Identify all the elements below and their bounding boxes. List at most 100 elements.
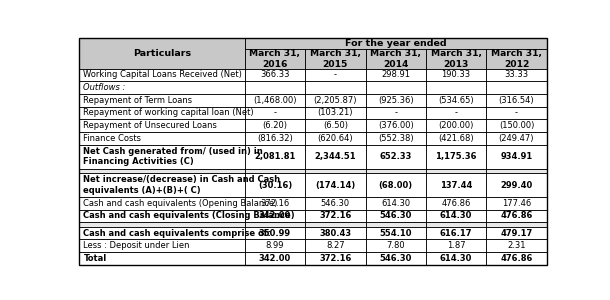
Text: 546.30: 546.30 — [321, 199, 350, 208]
Text: Repayment of Unsecured Loans: Repayment of Unsecured Loans — [84, 121, 217, 130]
Text: (376.00): (376.00) — [378, 121, 414, 130]
Bar — [365, 169, 426, 173]
Text: -: - — [394, 108, 397, 117]
Bar — [426, 169, 486, 173]
Bar — [245, 197, 305, 210]
Text: Cash and cash equivalents (Opening Balance): Cash and cash equivalents (Opening Balan… — [84, 199, 278, 208]
Bar — [305, 69, 365, 81]
Bar — [365, 81, 426, 94]
Text: (816.32): (816.32) — [257, 134, 293, 143]
Bar — [245, 81, 305, 94]
Text: Cash and cash equivalents comprise of:: Cash and cash equivalents comprise of: — [84, 229, 271, 238]
Text: -: - — [273, 108, 276, 117]
Text: (552.38): (552.38) — [378, 134, 414, 143]
Bar — [486, 197, 547, 210]
Bar — [245, 222, 305, 227]
Bar — [245, 210, 305, 222]
Bar — [365, 169, 426, 173]
Bar — [426, 132, 486, 145]
Bar — [426, 94, 486, 106]
Bar — [486, 132, 547, 145]
Text: 546.30: 546.30 — [379, 254, 412, 263]
Bar — [305, 210, 365, 222]
Text: Repayment of Term Loans: Repayment of Term Loans — [84, 96, 193, 105]
Text: Outflows :: Outflows : — [84, 83, 126, 92]
Text: 476.86: 476.86 — [442, 199, 471, 208]
Bar — [245, 145, 305, 169]
Text: 479.17: 479.17 — [500, 229, 533, 238]
Bar — [486, 227, 547, 239]
Text: (925.36): (925.36) — [378, 96, 414, 105]
Bar — [305, 227, 365, 239]
Text: 137.44: 137.44 — [440, 181, 472, 190]
Bar — [245, 69, 305, 81]
Bar — [365, 210, 426, 222]
Bar — [79, 69, 245, 81]
Bar — [245, 38, 547, 49]
Bar — [426, 197, 486, 210]
Text: -: - — [334, 70, 337, 80]
Bar — [365, 222, 426, 227]
Text: (534.65): (534.65) — [438, 96, 474, 105]
Bar — [486, 94, 547, 106]
Bar — [365, 252, 426, 265]
Bar — [245, 49, 305, 69]
Bar — [305, 252, 365, 265]
Bar — [245, 49, 305, 69]
Text: 1.87: 1.87 — [447, 241, 465, 250]
Bar — [79, 169, 245, 173]
Bar — [486, 239, 547, 252]
Text: 2.31: 2.31 — [507, 241, 526, 250]
Text: 614.30: 614.30 — [440, 212, 472, 220]
Text: 934.91: 934.91 — [500, 152, 533, 161]
Bar — [486, 49, 547, 69]
Text: 380.43: 380.43 — [319, 229, 351, 238]
Bar — [245, 169, 305, 173]
Bar — [245, 222, 305, 227]
Bar — [426, 239, 486, 252]
Text: 476.86: 476.86 — [500, 212, 533, 220]
Text: Cash and cash equivalents (Closing Balance): Cash and cash equivalents (Closing Balan… — [84, 212, 295, 220]
Bar — [486, 49, 547, 69]
Bar — [305, 222, 365, 227]
Bar — [426, 169, 486, 173]
Bar — [79, 106, 245, 119]
Bar — [305, 81, 365, 94]
Text: 366.33: 366.33 — [260, 70, 290, 80]
Bar — [79, 239, 245, 252]
Text: 33.33: 33.33 — [504, 70, 528, 80]
Bar — [245, 119, 305, 132]
Text: (316.54): (316.54) — [498, 96, 534, 105]
Bar — [79, 132, 245, 145]
Bar — [426, 49, 486, 69]
Bar — [79, 119, 245, 132]
Bar — [426, 69, 486, 81]
Bar — [365, 49, 426, 69]
Bar — [305, 169, 365, 173]
Bar — [245, 106, 305, 119]
Bar — [365, 173, 426, 197]
Text: 299.40: 299.40 — [500, 181, 533, 190]
Bar — [486, 252, 547, 265]
Text: 190.33: 190.33 — [442, 70, 471, 80]
Bar — [426, 227, 486, 239]
Bar — [365, 94, 426, 106]
Bar — [486, 173, 547, 197]
Bar — [79, 145, 245, 169]
Bar — [79, 222, 245, 227]
Bar — [305, 94, 365, 106]
Bar — [486, 81, 547, 94]
Bar — [426, 119, 486, 132]
Bar — [365, 49, 426, 69]
Bar — [305, 239, 365, 252]
Text: 372.16: 372.16 — [319, 254, 351, 263]
Bar — [486, 106, 547, 119]
Bar — [486, 69, 547, 81]
Bar — [365, 69, 426, 81]
Bar — [486, 210, 547, 222]
Text: Less : Deposit under Lien: Less : Deposit under Lien — [84, 241, 190, 250]
Text: (103.21): (103.21) — [318, 108, 353, 117]
Bar — [365, 227, 426, 239]
Text: 8.27: 8.27 — [326, 241, 345, 250]
Text: 554.10: 554.10 — [379, 229, 412, 238]
